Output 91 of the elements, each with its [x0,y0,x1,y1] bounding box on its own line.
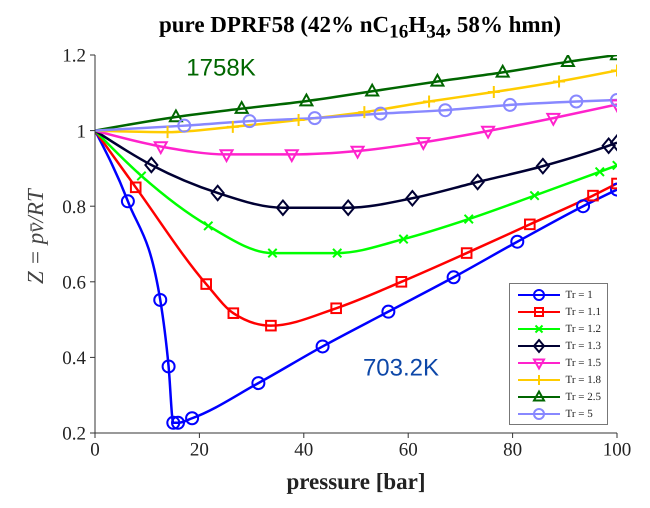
point [185,411,200,426]
point [136,170,147,182]
point [332,248,342,258]
point [365,84,380,96]
point [171,416,185,430]
x-tick-label: 100 [602,439,632,460]
point [524,218,536,230]
y-tick-label: 0.6 [62,272,86,294]
point [330,302,342,314]
legend-label: Tr = 1 [566,288,593,300]
point [162,359,176,374]
point [374,106,388,121]
point [120,194,135,208]
point [486,85,501,100]
x-tick-label: 40 [294,439,314,460]
x-axis-title: pressure [bar] [286,469,426,494]
point [529,190,540,201]
point [200,278,212,290]
point [226,120,240,134]
point [464,214,474,224]
point [496,64,510,78]
line-series [95,55,617,132]
point [481,126,496,139]
legend-label: Tr = 1.2 [566,322,601,334]
point [228,307,240,319]
point [265,320,277,332]
point [242,114,257,128]
point [510,234,524,249]
y-tick-label: 1.2 [62,46,86,67]
point [168,109,183,122]
point [251,376,266,390]
x-tick-label: 80 [503,439,522,460]
point [536,158,550,174]
point [396,276,408,288]
x-tick-label: 0 [90,439,100,460]
y-tick-label: 0.8 [62,196,86,218]
point [292,113,306,128]
point [594,166,605,177]
point [357,105,372,120]
point [422,94,436,108]
legend-label: Tr = 1.3 [566,340,601,352]
x-tick-label: 20 [190,439,209,460]
legend-label: Tr = 1.1 [566,306,601,318]
point [350,146,365,159]
point [569,94,584,108]
point [430,74,444,87]
point [587,190,599,202]
point [552,74,566,88]
point [341,200,356,216]
y-tick-label: 1 [76,121,86,142]
point [470,174,485,190]
point [130,182,142,194]
y-tick-label: 0.4 [62,348,86,370]
point [308,111,322,126]
point [160,125,175,140]
point [502,98,517,112]
point [177,118,192,133]
point [220,149,234,162]
point [460,247,472,259]
point [316,339,330,354]
point [398,234,409,244]
point [299,94,314,106]
legend-label: Tr = 2.5 [566,390,601,402]
point [438,103,452,118]
point [166,416,180,430]
point [576,199,590,214]
point [546,112,560,126]
point [154,141,168,154]
annotation: 703.2K [362,354,440,382]
point [203,220,214,232]
chart-title: pure DPRF58 (42% nC$_{16}$H$_{34}$, 58% hmn) [158,12,562,44]
legend-label: Tr = 5 [566,408,593,420]
y-axis-title: Z = pv̄/RT [23,187,48,284]
legend-label: Tr = 1.8 [566,374,601,386]
point [602,138,616,154]
point [446,270,461,284]
point [276,200,290,216]
x-tick-label: 60 [398,439,418,460]
annotation: 1758K [186,54,256,82]
point [405,190,420,206]
point [210,184,225,202]
point [234,101,249,114]
point [381,304,396,319]
point [416,137,430,150]
point [560,55,575,68]
legend-label: Tr = 1.5 [566,356,601,368]
y-tick-label: 0.2 [62,424,86,445]
point [267,248,278,258]
point [153,292,168,307]
point [284,149,299,162]
point [144,156,158,174]
